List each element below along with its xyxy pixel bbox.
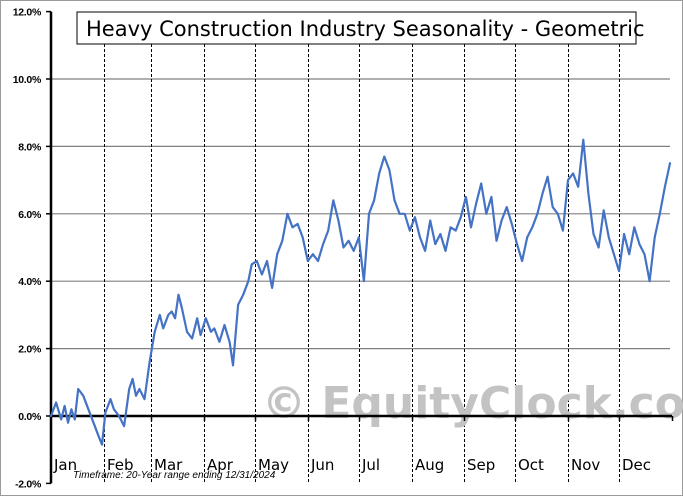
month-label-aug: Aug: [415, 456, 444, 474]
month-label-apr: Apr: [207, 456, 234, 474]
month-label-sep: Sep: [467, 456, 495, 474]
month-label-nov: Nov: [571, 456, 600, 474]
month-divider-lines: [104, 44, 620, 484]
timeframe-note: Timeframe: 20-Year range ending 12/31/20…: [73, 470, 276, 481]
month-label-jan: Jan: [53, 456, 77, 474]
month-label-oct: Oct: [518, 456, 544, 474]
y-tick-label: 8.0%: [18, 141, 42, 153]
y-axis-tick-labels: 12.0% 10.0% 8.0% 6.0% 4.0% 2.0% 0.0% -2.0%: [13, 7, 43, 491]
chart-title: Heavy Construction Industry Seasonality …: [86, 17, 645, 41]
y-tick-label: 0.0%: [18, 411, 42, 423]
month-label-jul: Jul: [361, 456, 380, 474]
y-tick-label: 10.0%: [13, 74, 42, 86]
watermark: © EquityClock.com: [262, 378, 683, 429]
seasonality-series-line: [49, 138, 672, 446]
axes: [46, 10, 674, 485]
month-label-feb: Feb: [107, 456, 134, 474]
horizontal-gridlines: [51, 78, 670, 350]
title-box: Heavy Construction Industry Seasonality …: [76, 11, 645, 45]
y-tick-label: 4.0%: [18, 276, 42, 288]
y-tick-label: 6.0%: [18, 209, 42, 221]
y-tick-label: 12.0%: [13, 7, 42, 19]
x-axis-month-labels: Jan Feb Mar Apr May Jun Jul Aug Sep Oct Nov Dec: [53, 456, 651, 474]
month-label-jun: Jun: [310, 456, 334, 474]
month-label-may: May: [258, 456, 289, 474]
y-tick-label: -2.0%: [15, 478, 42, 490]
month-label-mar: Mar: [154, 456, 183, 474]
y-tick-label: 2.0%: [18, 344, 42, 356]
month-label-dec: Dec: [622, 456, 651, 474]
